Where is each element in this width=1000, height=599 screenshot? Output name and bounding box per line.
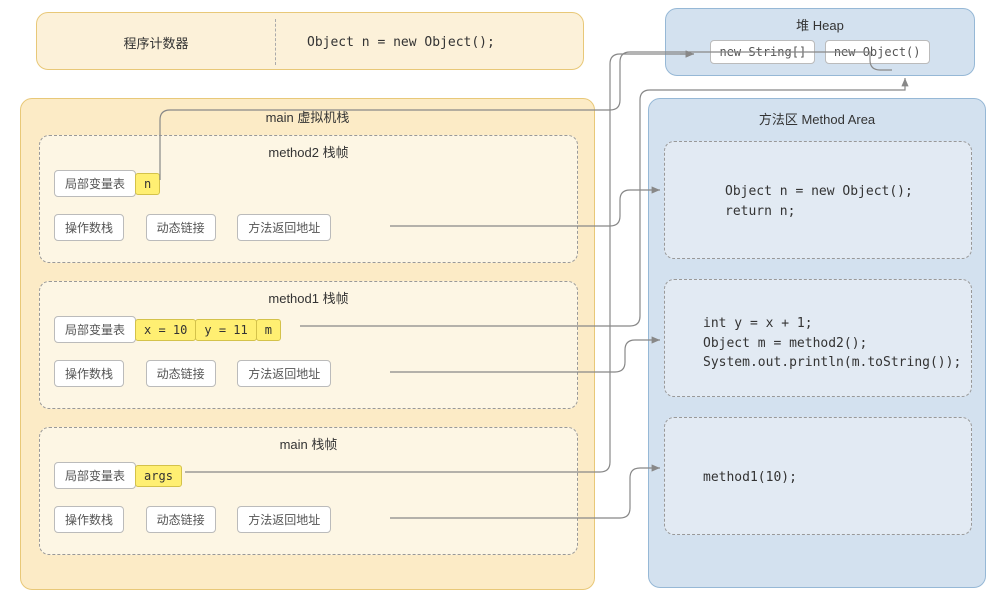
- method-area-code-0: Object n = new Object(); return n;: [725, 182, 913, 221]
- vm-stack-box: main 虚拟机栈 method2 栈帧 局部变量表n 操作数栈 动态链接 方法…: [20, 98, 595, 590]
- method-area-block-0: Object n = new Object(); return n;: [664, 141, 972, 259]
- vm-stack-title: main 虚拟机栈: [21, 107, 594, 126]
- method-area-block-1: int y = x + 1; Object m = method2(); Sys…: [664, 279, 972, 397]
- frame0-btn-0: 操作数栈: [54, 214, 124, 241]
- method-area-box: 方法区 Method Area Object n = new Object();…: [648, 98, 986, 588]
- heap-items: new String[] new Object(): [666, 40, 974, 64]
- frame0-btn-1: 动态链接: [146, 214, 216, 241]
- frame1-var-x: x = 10: [135, 319, 196, 341]
- pc-title: 程序计数器: [37, 33, 275, 52]
- frame1-btn-1: 动态链接: [146, 360, 216, 387]
- heap-title: 堆 Heap: [666, 15, 974, 34]
- stack-frame-main: main 栈帧 局部变量表args 操作数栈 动态链接 方法返回地址: [39, 427, 578, 555]
- frame0-row2: 操作数栈 动态链接 方法返回地址: [54, 214, 331, 241]
- method-area-code-2: method1(10);: [703, 468, 797, 488]
- frame0-locals-row: 局部变量表n: [54, 170, 160, 197]
- method-area-title: 方法区 Method Area: [649, 109, 985, 128]
- frame1-btn-2: 方法返回地址: [237, 360, 331, 387]
- frame0-btn-2: 方法返回地址: [237, 214, 331, 241]
- frame1-var-y: y = 11: [195, 319, 256, 341]
- frame2-locals-row: 局部变量表args: [54, 462, 182, 489]
- frame2-btn-2: 方法返回地址: [237, 506, 331, 533]
- stack-frame-method2: method2 栈帧 局部变量表n 操作数栈 动态链接 方法返回地址: [39, 135, 578, 263]
- frame1-locals-row: 局部变量表x = 10y = 11m: [54, 316, 281, 343]
- frame-title-1: method1 栈帧: [40, 288, 577, 307]
- frame1-btn-0: 操作数栈: [54, 360, 124, 387]
- frame-title-2: main 栈帧: [40, 434, 577, 453]
- method-area-block-2: method1(10);: [664, 417, 972, 535]
- frame-title-0: method2 栈帧: [40, 142, 577, 161]
- pc-separator: [275, 19, 276, 65]
- local-var-label-1: 局部变量表: [54, 316, 136, 343]
- frame1-var-m: m: [256, 319, 281, 341]
- frame2-btn-0: 操作数栈: [54, 506, 124, 533]
- pc-code: Object n = new Object();: [307, 33, 495, 53]
- heap-item-object: new Object(): [825, 40, 930, 64]
- frame2-btn-1: 动态链接: [146, 506, 216, 533]
- frame2-var-args: args: [135, 465, 182, 487]
- frame2-row2: 操作数栈 动态链接 方法返回地址: [54, 506, 331, 533]
- frame0-var-n: n: [135, 173, 160, 195]
- stack-frame-method1: method1 栈帧 局部变量表x = 10y = 11m 操作数栈 动态链接 …: [39, 281, 578, 409]
- heap-item-string-array: new String[]: [710, 40, 815, 64]
- local-var-label-0: 局部变量表: [54, 170, 136, 197]
- heap-box: 堆 Heap new String[] new Object(): [665, 8, 975, 76]
- local-var-label-2: 局部变量表: [54, 462, 136, 489]
- method-area-code-1: int y = x + 1; Object m = method2(); Sys…: [703, 314, 961, 373]
- program-counter-box: 程序计数器 Object n = new Object();: [36, 12, 584, 70]
- frame1-row2: 操作数栈 动态链接 方法返回地址: [54, 360, 331, 387]
